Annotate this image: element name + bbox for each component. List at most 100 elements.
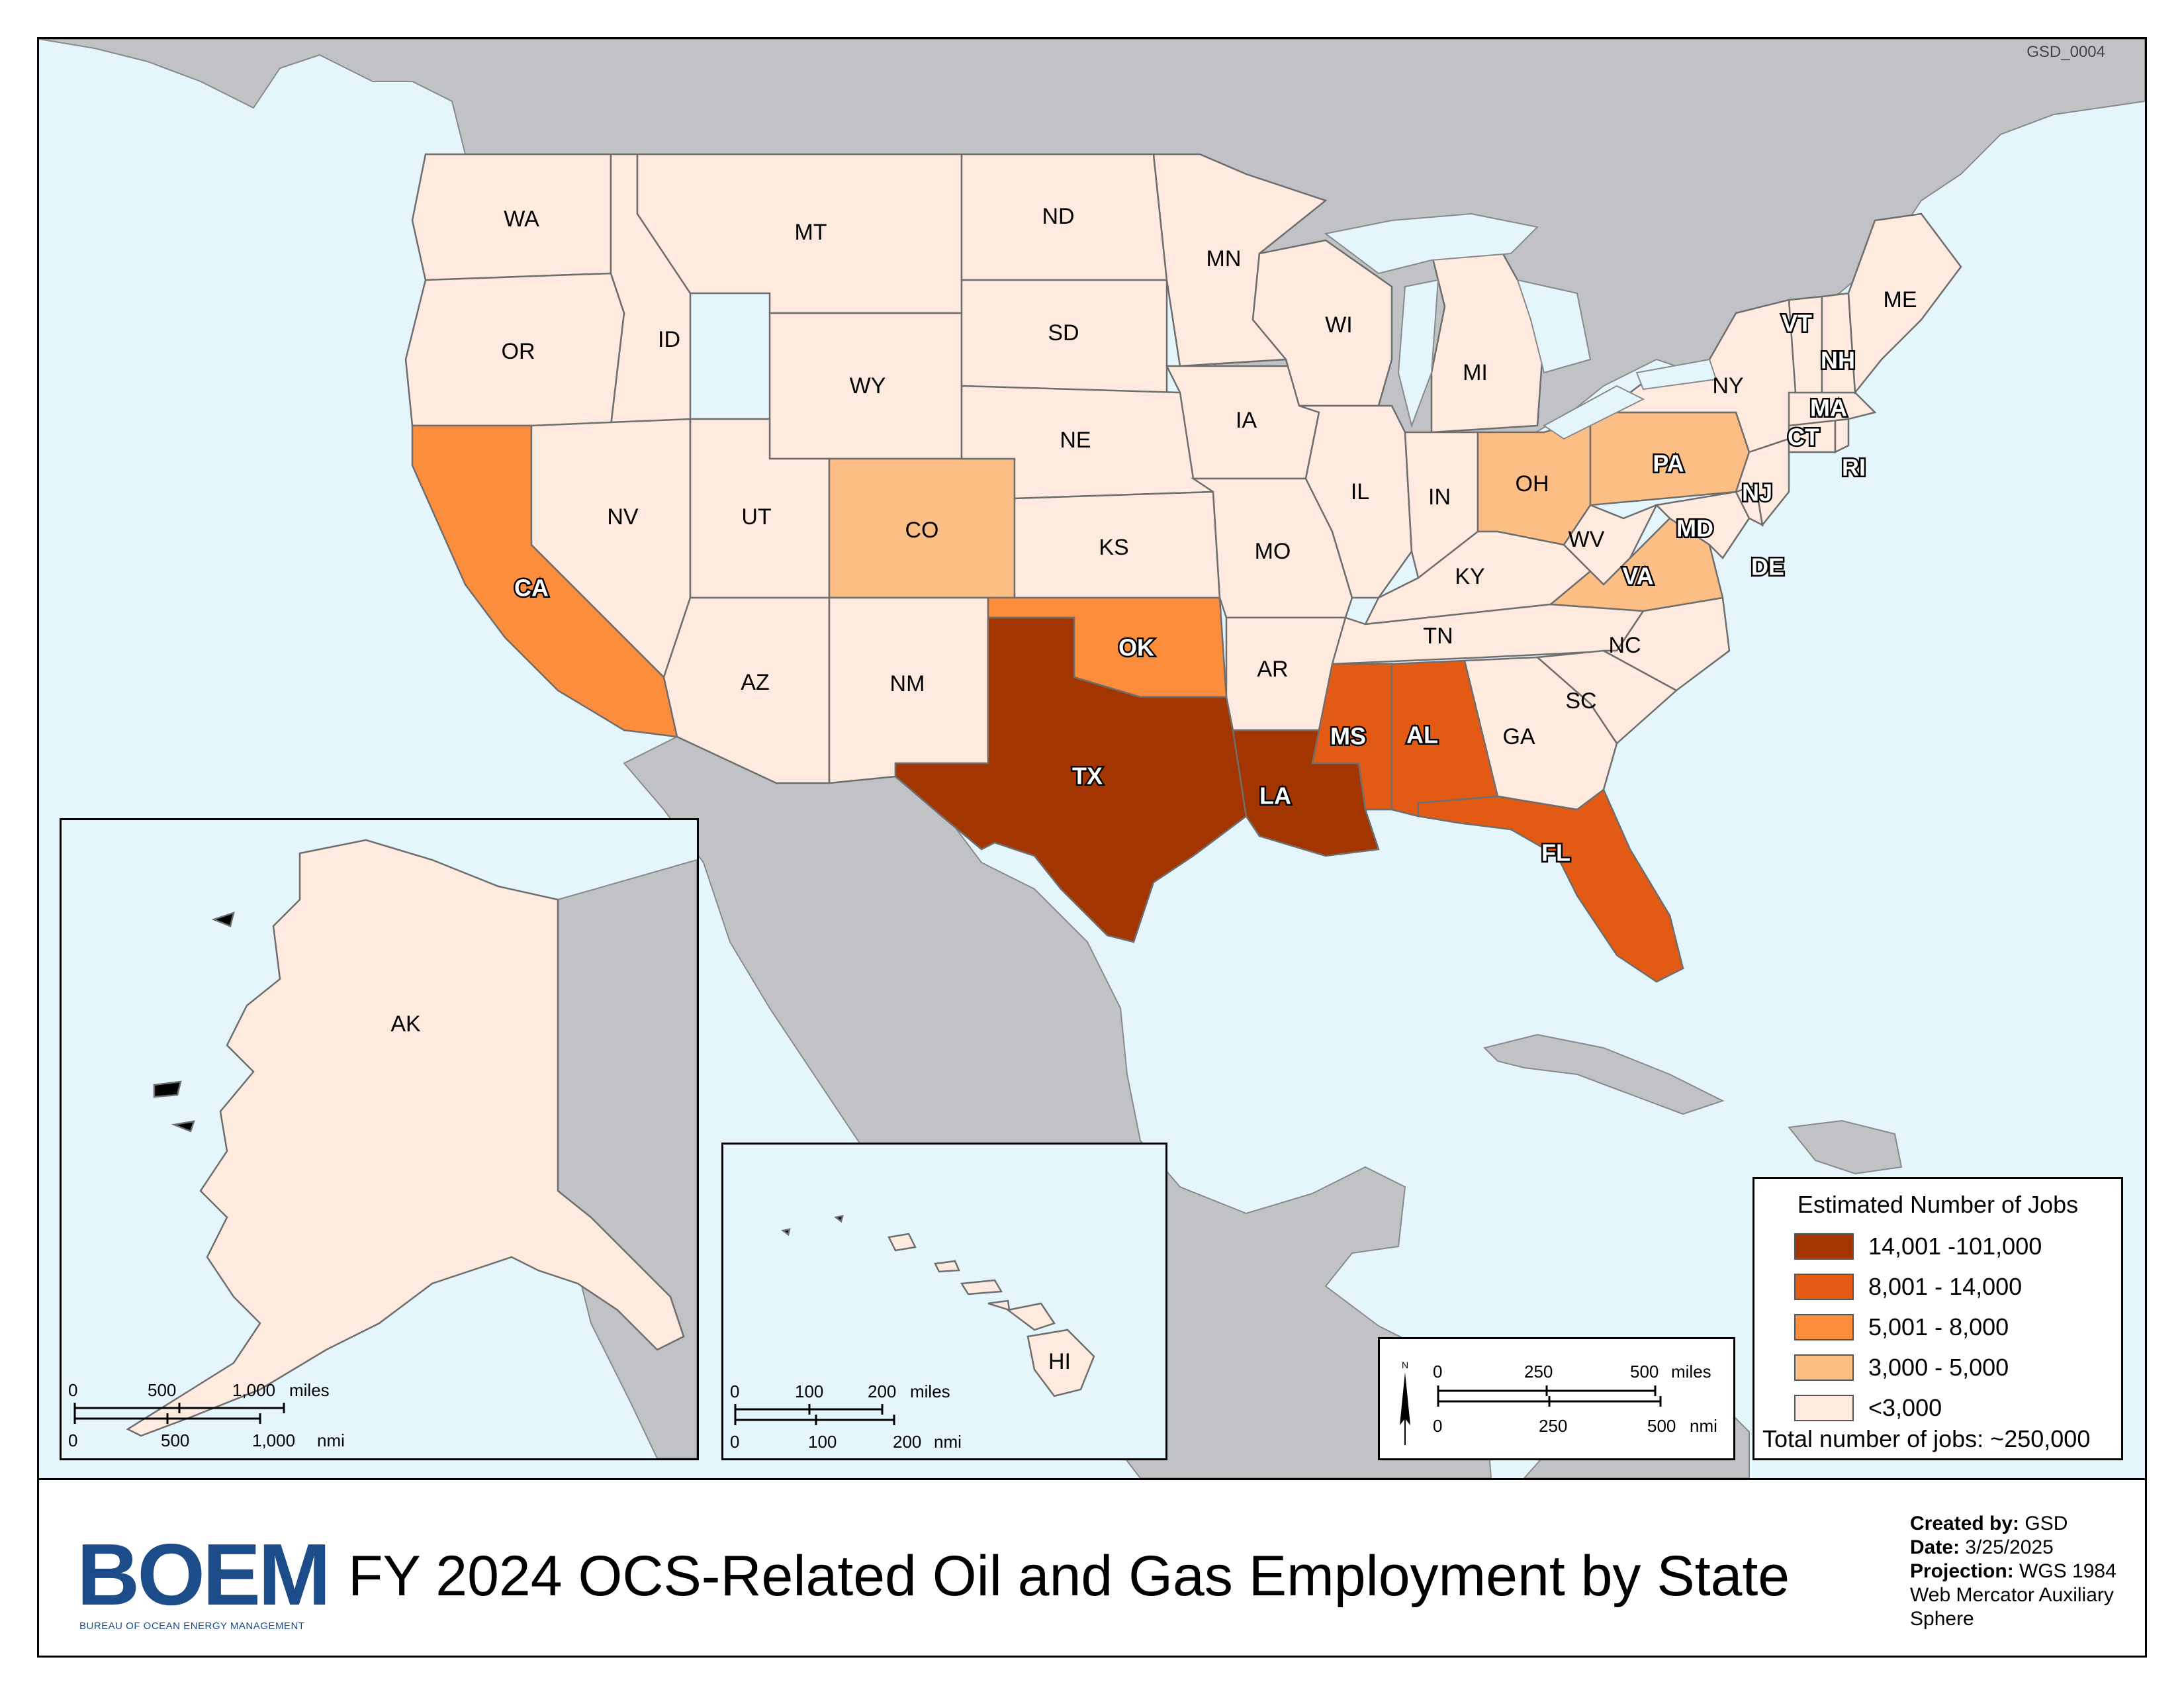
alaska-islands xyxy=(153,912,235,1133)
hi-scale-bottom-100: 100 xyxy=(808,1432,837,1452)
lake-huron xyxy=(1516,279,1592,374)
state-me[interactable] xyxy=(1847,212,1962,395)
main-scale-bottom-250: 250 xyxy=(1539,1416,1567,1436)
hi-scale-bottom-200: 200 xyxy=(893,1432,921,1452)
label-de: DE xyxy=(1751,553,1784,581)
alaska-inset[interactable]: AK 0 500 1,000 miles 0 500 1,000 nmi xyxy=(60,818,699,1460)
hi-scale-top-unit: miles xyxy=(910,1382,950,1401)
label-ia: IA xyxy=(1236,408,1257,433)
label-md: MD xyxy=(1676,515,1713,542)
label-ar: AR xyxy=(1257,657,1288,682)
label-fl: FL xyxy=(1541,839,1570,867)
main-scale-top-unit: miles xyxy=(1671,1362,1711,1382)
north-label: N xyxy=(1402,1360,1408,1370)
label-vt: VT xyxy=(1782,310,1812,337)
label-nm: NM xyxy=(890,671,925,696)
legend-item: <3,000 xyxy=(1794,1393,1942,1423)
label-co: CO xyxy=(905,518,939,543)
hawaii-scalebar: 0 100 200 miles 0 100 200 nmi xyxy=(730,1382,962,1452)
label-nc: NC xyxy=(1608,633,1641,658)
main-scale-top-500: 500 xyxy=(1630,1362,1659,1382)
ak-scale-bottom-unit: nmi xyxy=(317,1430,345,1450)
label-ak: AK xyxy=(390,1011,421,1037)
legend-swatch xyxy=(1794,1233,1854,1260)
title-block: BOEM BUREAU OF OCEAN ENERGY MANAGEMENT F… xyxy=(37,1480,2147,1658)
projection-label: Projection: xyxy=(1910,1560,2014,1582)
label-ga: GA xyxy=(1502,724,1535,749)
label-ne: NE xyxy=(1060,428,1091,453)
boem-logo-subtext: BUREAU OF OCEAN ENERGY MANAGEMENT xyxy=(79,1620,305,1632)
legend-total: Total number of jobs: ~250,000 xyxy=(1762,1425,2091,1452)
created-by-label: Created by: xyxy=(1910,1513,2020,1534)
legend-item: 8,001 - 14,000 xyxy=(1794,1272,2022,1301)
lake-ontario xyxy=(1635,358,1717,391)
ak-scale-top-0: 0 xyxy=(68,1380,77,1400)
label-il: IL xyxy=(1351,479,1369,504)
legend-label: <3,000 xyxy=(1868,1394,1942,1421)
lake-superior xyxy=(1324,212,1539,275)
state-hi[interactable] xyxy=(887,1233,1095,1397)
state-fl[interactable] xyxy=(1417,788,1684,983)
map-metadata: Created by: GSD Date: 3/25/2025 Projecti… xyxy=(1910,1512,2142,1631)
state-il[interactable] xyxy=(1298,404,1413,599)
ak-scale-top-unit: miles xyxy=(289,1380,330,1400)
legend-swatch xyxy=(1794,1274,1854,1300)
main-scalebar-box: N 0 250 500 miles 0 250 500 nmi xyxy=(1378,1337,1735,1460)
legend-label: 8,001 - 14,000 xyxy=(1868,1273,2023,1300)
label-hi: HI xyxy=(1048,1349,1071,1374)
label-sd: SD xyxy=(1048,320,1079,346)
label-ok: OK xyxy=(1118,634,1154,661)
hi-scale-bottom-0: 0 xyxy=(730,1432,739,1452)
legend-item: 5,001 - 8,000 xyxy=(1794,1313,2009,1342)
lake-michigan xyxy=(1397,279,1439,428)
cuba-landmass xyxy=(1483,1033,1725,1115)
projection-value: WGS 1984 Web Mercator Auxiliary Sphere xyxy=(1910,1560,2116,1630)
canada-yukon-landmass xyxy=(557,859,698,1459)
label-or: OR xyxy=(502,339,535,364)
state-ak[interactable] xyxy=(126,839,685,1437)
hawaii-inset[interactable]: HI 0 100 200 miles 0 100 200 nmi xyxy=(721,1143,1167,1460)
legend-item: 3,000 - 5,000 xyxy=(1794,1353,2009,1382)
label-nh: NH xyxy=(1821,347,1855,374)
label-la: LA xyxy=(1259,782,1291,810)
state-ri[interactable] xyxy=(1834,418,1850,454)
map-title: FY 2024 OCS-Related Oil and Gas Employme… xyxy=(348,1544,1790,1608)
hispaniola-landmass xyxy=(1788,1119,1903,1175)
label-wy: WY xyxy=(850,373,886,399)
main-scalebar-svg: N 0 250 500 miles 0 250 500 nmi xyxy=(1400,1360,1717,1445)
label-nj: NJ xyxy=(1742,479,1772,506)
label-ny: NY xyxy=(1712,373,1743,399)
label-nd: ND xyxy=(1042,204,1074,229)
label-wi: WI xyxy=(1325,312,1353,338)
state-tx[interactable] xyxy=(894,616,1248,943)
label-al: AL xyxy=(1406,722,1438,749)
legend-label: 14,001 -101,000 xyxy=(1868,1233,2042,1260)
hawaii-inset-svg: HI 0 100 200 miles 0 100 200 nmi xyxy=(730,1215,1095,1452)
label-tn: TN xyxy=(1423,624,1453,649)
legend-item: 14,001 -101,000 xyxy=(1794,1232,2042,1261)
label-tx: TX xyxy=(1072,763,1103,790)
label-ri: RI xyxy=(1842,454,1866,481)
label-in: IN xyxy=(1428,485,1451,510)
label-sc: SC xyxy=(1565,688,1596,714)
legend: Estimated Number of Jobs 14,001 -101,000… xyxy=(1752,1177,2123,1460)
label-az: AZ xyxy=(741,670,769,695)
main-scale-bottom-0: 0 xyxy=(1433,1416,1442,1436)
hi-scale-top-100: 100 xyxy=(795,1382,823,1401)
legend-swatch xyxy=(1794,1314,1854,1340)
ak-scale-bottom-500: 500 xyxy=(161,1430,189,1450)
legend-swatch xyxy=(1794,1395,1854,1421)
state-sc[interactable] xyxy=(1535,649,1678,745)
legend-label: 5,001 - 8,000 xyxy=(1868,1313,2009,1340)
main-scale-top-250: 250 xyxy=(1524,1362,1553,1382)
label-ks: KS xyxy=(1099,535,1128,560)
label-wv: WV xyxy=(1569,527,1605,552)
main-scalebar: 0 250 500 miles 0 250 500 nmi xyxy=(1433,1362,1717,1436)
boem-logo: BOEM BUREAU OF OCEAN ENERGY MANAGEMENT xyxy=(77,1531,331,1632)
ak-scale-top-1000: 1,000 xyxy=(232,1380,275,1400)
main-scale-bottom-500: 500 xyxy=(1647,1416,1676,1436)
main-scale-bottom-unit: nmi xyxy=(1690,1416,1717,1436)
sheet-code: GSD_0004 xyxy=(2026,43,2105,61)
ak-scale-bottom-0: 0 xyxy=(68,1430,77,1450)
label-ma: MA xyxy=(1810,395,1847,422)
